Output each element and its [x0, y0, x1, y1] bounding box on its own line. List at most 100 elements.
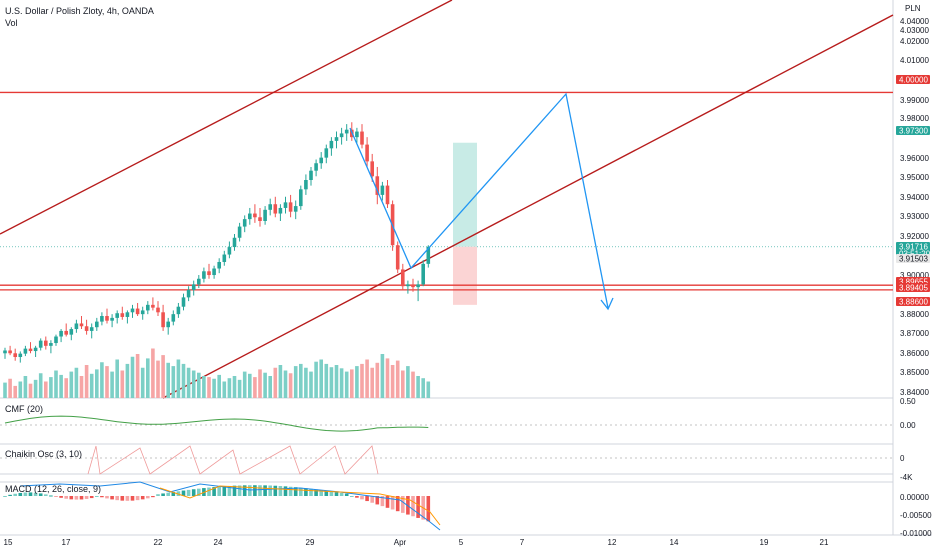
candle-body — [191, 284, 196, 290]
macd-histogram-bar — [181, 490, 186, 496]
volume-bar — [110, 371, 114, 398]
volume-bar — [18, 381, 23, 398]
macd-histogram-bar — [23, 492, 28, 496]
volume-bar — [232, 376, 237, 398]
macd-histogram-bar — [263, 485, 267, 496]
chart-title: U.S. Dollar / Polish Zloty, 4h, OANDA — [5, 6, 154, 16]
price-tag — [896, 297, 930, 306]
candle-body — [79, 323, 84, 327]
time-tick-label: 29 — [306, 538, 315, 547]
cmf-line — [4, 415, 429, 432]
price-tag-label: 3.91503 — [899, 255, 928, 264]
candle-body — [135, 308, 140, 315]
volume-bar — [135, 354, 140, 398]
candle-body — [365, 144, 369, 162]
volume-bar — [360, 363, 364, 398]
macd-line — [19, 481, 441, 531]
volume-bar — [69, 371, 74, 398]
candle-body — [44, 340, 48, 346]
target-zone — [453, 142, 477, 247]
volume-bar — [370, 367, 374, 398]
macd-histogram-bar — [59, 496, 63, 498]
price-tick-label: 3.92000 — [900, 232, 929, 241]
candle-body — [222, 254, 227, 262]
signal-line — [159, 485, 441, 526]
volume-bar — [100, 362, 104, 398]
macd-histogram-bar — [207, 487, 211, 496]
volume-bar — [278, 365, 283, 398]
candle-body — [314, 163, 318, 171]
macd-histogram-bar — [339, 492, 344, 496]
price-tag — [896, 283, 930, 292]
volume-bar — [186, 367, 191, 398]
candle-body — [242, 219, 247, 227]
macd-histogram-bar — [304, 488, 308, 496]
price-tick-label: 4.04000 — [900, 17, 929, 26]
chaikin-label: Chaikin Osc (3, 10) — [5, 449, 82, 459]
volume-bar — [288, 373, 293, 398]
volume-bar — [207, 377, 211, 398]
candle-body — [355, 131, 359, 138]
volume-bar — [95, 369, 99, 398]
volume-bar — [54, 370, 58, 398]
macd-histogram-bar — [212, 487, 216, 496]
volume-bar — [202, 376, 206, 398]
volume-bar — [197, 372, 201, 398]
price-tick-label: 3.85000 — [900, 368, 929, 377]
candle-body — [334, 137, 339, 141]
chaikin-tick-label: 0 — [900, 454, 905, 463]
candle-body — [130, 308, 135, 313]
candle-body — [151, 304, 155, 308]
volume-bar — [64, 378, 68, 398]
volume-bar — [355, 366, 359, 398]
volume-bar — [380, 354, 385, 398]
candle-body — [227, 247, 232, 255]
volume-label: Vol — [5, 18, 18, 28]
volume-bar — [339, 368, 344, 398]
macd-histogram-bar — [319, 490, 323, 496]
time-tick-label: 14 — [670, 538, 679, 547]
volume-bar — [344, 371, 349, 398]
macd-histogram-bar — [161, 493, 165, 496]
macd-histogram-bar — [253, 485, 257, 496]
volume-bar — [293, 366, 298, 398]
macd-histogram-bar — [33, 492, 38, 496]
price-tag-label: 3.89655 — [899, 278, 928, 287]
price-tag — [896, 126, 930, 135]
candle-body — [38, 340, 43, 348]
volume-bar — [8, 378, 12, 398]
volume-bar — [248, 373, 252, 398]
projection-path — [349, 92, 609, 309]
macd-histogram-bar — [105, 496, 109, 499]
candle-body — [28, 348, 33, 352]
volume-bar — [309, 371, 313, 398]
macd-histogram-bar — [38, 493, 43, 496]
volume-bar — [304, 367, 308, 398]
macd-tick-label: -0.00500 — [900, 511, 932, 520]
macd-histogram-bar — [166, 492, 170, 496]
macd-histogram-bar — [248, 485, 252, 496]
candle-body — [197, 278, 201, 285]
volume-bar — [23, 376, 28, 398]
macd-histogram-bar — [232, 485, 237, 496]
macd-histogram-bar — [100, 496, 104, 498]
price-tick-label: 3.93000 — [900, 212, 929, 221]
macd-histogram-bar — [401, 496, 405, 513]
macd-histogram-bar — [140, 496, 145, 500]
volume-bar — [334, 365, 339, 398]
candle-body — [421, 263, 425, 285]
time-tick-label: 22 — [154, 538, 163, 547]
macd-histogram-bar — [283, 486, 288, 496]
candle-body — [258, 217, 262, 221]
price-tick-label: 3.87000 — [900, 329, 929, 338]
macd-histogram-bar — [125, 496, 130, 501]
macd-histogram-bar — [95, 496, 99, 497]
volume-bar — [273, 367, 278, 398]
macd-histogram-bar — [395, 496, 400, 512]
macd-histogram-bar — [18, 492, 23, 496]
volume-bar — [375, 362, 380, 398]
macd-histogram-bar — [49, 495, 53, 497]
candle-body — [339, 133, 344, 138]
macd-histogram-bar — [135, 496, 140, 501]
price-tick-label: 3.96000 — [900, 154, 929, 163]
